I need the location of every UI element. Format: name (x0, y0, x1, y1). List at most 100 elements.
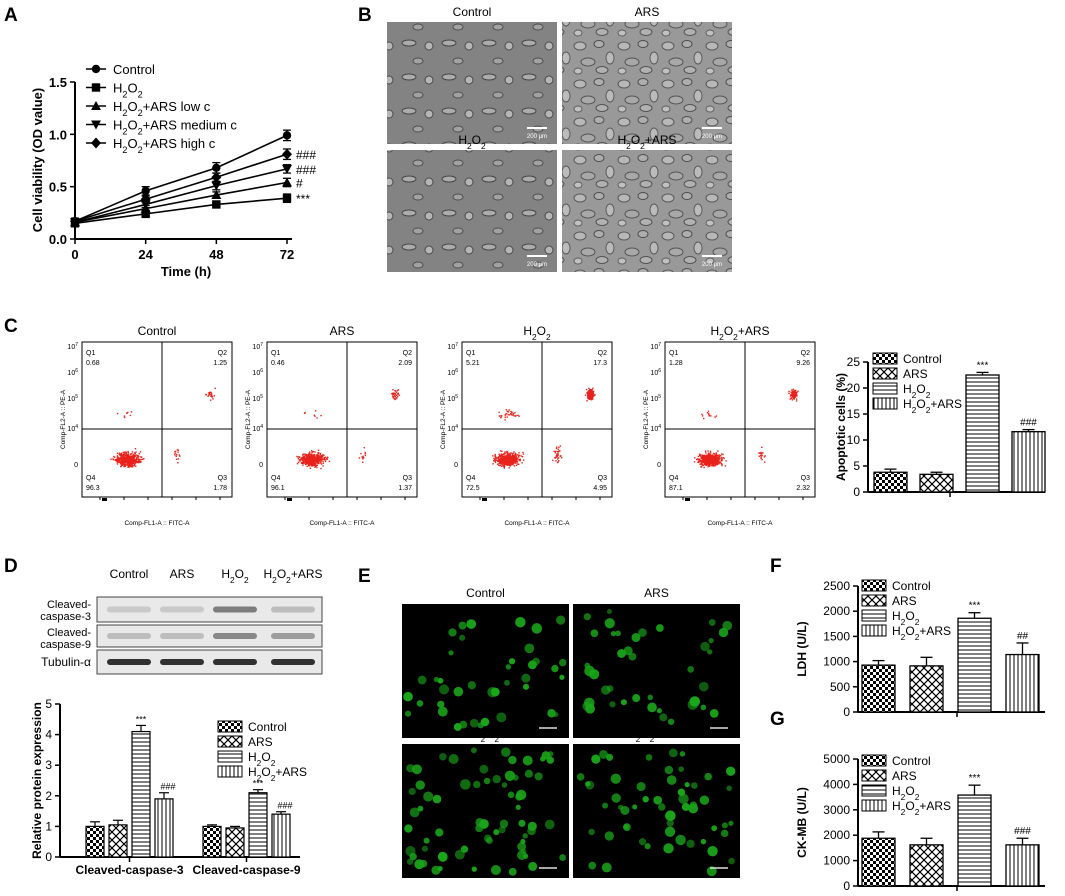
scatter-dot (793, 397, 796, 399)
scatter-dot (511, 458, 513, 460)
scatter-dot (717, 458, 720, 460)
scatter-dot (709, 457, 711, 459)
scatter-dot (393, 397, 395, 399)
fluorescent-cell (559, 854, 566, 861)
scatter-dot (305, 453, 308, 456)
blot-row-label: caspase-9 (40, 639, 91, 651)
scatter-dot (712, 455, 714, 457)
fluorescent-cell (636, 782, 646, 792)
scatter-dot (709, 450, 712, 453)
scatter-dot (320, 456, 323, 459)
fluorescent-cell (480, 717, 490, 727)
blot-band (271, 659, 315, 665)
fluorescent-cell (556, 615, 566, 625)
scatter-dot (301, 462, 304, 465)
fluorescent-cell (438, 852, 448, 862)
scatter-dot (298, 459, 301, 461)
flow-plot-frame (266, 341, 418, 498)
scatter-dot (391, 395, 394, 397)
scatter-dot (515, 462, 517, 464)
scatter-dot (717, 460, 719, 463)
fluorescent-cell (721, 822, 728, 829)
fluorescent-cell (677, 788, 686, 796)
scatter-dot (498, 458, 500, 460)
scatter-dot (589, 389, 591, 391)
scatter-dot (317, 453, 319, 456)
blot-band (160, 606, 204, 613)
scatter-dot (717, 456, 719, 459)
scatter-dot (704, 458, 706, 460)
y-tick-label: 10 (847, 433, 861, 447)
scatter-dot (698, 460, 700, 462)
scatter-dot (558, 446, 560, 449)
scatter-dot (703, 459, 705, 461)
fluorescent-cell (408, 787, 416, 796)
fluorescent-cell (453, 686, 464, 697)
series-path (74, 153, 288, 222)
micrograph-title: Control (453, 5, 492, 19)
flow-x-origin (685, 498, 690, 501)
legend-label: ARS (892, 594, 917, 608)
scatter-dot (790, 394, 792, 396)
panel-letter: B (358, 5, 372, 26)
scatter-dot (312, 455, 314, 458)
scatter-dot (363, 446, 365, 449)
scatter-dot (133, 452, 136, 454)
fluorescent-cell (668, 748, 678, 758)
scatter-dot (720, 453, 723, 455)
scatter-dot (208, 391, 210, 394)
quadrant-value: 96.1 (271, 485, 285, 492)
quadrant-label: Q1 (271, 350, 280, 357)
scatter-dot (126, 464, 128, 466)
quadrant-label: Q1 (669, 350, 678, 357)
scatter-dot (310, 460, 312, 463)
flow-y-tick-label: 104 (252, 424, 263, 433)
scatter-dot (714, 462, 717, 464)
fluorescent-cell (604, 618, 615, 629)
scatter-dot (703, 466, 705, 469)
quadrant-label: Q4 (466, 475, 475, 482)
fluorescent-cell (423, 791, 434, 802)
scatter-dot (498, 454, 501, 457)
fluorescent-cell (492, 774, 501, 784)
y-tick-label: 4000 (823, 777, 850, 791)
scatter-dot (589, 393, 592, 395)
flow-x-axis-title: Comp-FL1-A :: FITC-A (504, 520, 570, 527)
scatter-dot (128, 459, 130, 461)
scatter-dot (127, 452, 130, 454)
scatter-dot (788, 392, 790, 395)
scatter-dot (761, 452, 763, 455)
fluorescent-cell (704, 772, 713, 781)
scatter-dot (309, 453, 311, 455)
scatter-dot (793, 393, 795, 396)
scatter-dot (510, 459, 512, 462)
scatter-dot (177, 449, 180, 451)
fluorescent-cell (606, 685, 614, 692)
scatter-dot (305, 463, 307, 466)
scatter-dot (301, 457, 304, 460)
scatter-dot (718, 463, 720, 465)
fluorescent-cell (590, 629, 599, 638)
scatter-dot (127, 411, 129, 414)
flow-y-tick-label: 107 (650, 342, 661, 351)
scatter-dot (705, 457, 708, 459)
fluorescent-cell (642, 795, 649, 803)
scatter-dot (127, 466, 129, 468)
scatter-dot (307, 454, 309, 456)
scatter-dot (761, 454, 763, 457)
y-tick-label: 0.5 (49, 180, 67, 195)
scatter-dot (506, 410, 508, 413)
scatter-dot (316, 456, 318, 458)
scatter-dot (494, 457, 497, 459)
significance-annotation: *** (969, 601, 981, 612)
scatter-dot (302, 457, 304, 459)
flow-x-origin (102, 498, 107, 501)
scatter-dot (714, 416, 716, 418)
scatter-dot (306, 459, 308, 461)
scatter-dot (134, 461, 136, 463)
scatter-dot (317, 459, 320, 461)
y-axis-title: CK-MB (U/L) (795, 787, 809, 858)
scatter-dot (492, 455, 494, 457)
fluorescent-cell (609, 701, 616, 708)
fluorescent-cell (667, 718, 675, 725)
